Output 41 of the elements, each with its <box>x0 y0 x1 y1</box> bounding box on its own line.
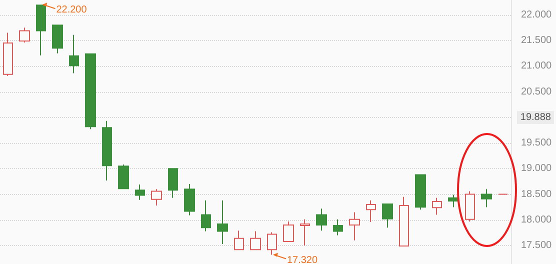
y-tick-label: 18.000 <box>521 214 552 226</box>
candlestick <box>234 230 244 250</box>
candlestick <box>465 190 475 222</box>
candlestick <box>69 34 79 74</box>
candlestick <box>283 220 294 242</box>
y-tick-label: 22.000 <box>521 9 552 20</box>
y-tick-label: 21.500 <box>521 34 552 46</box>
candlestick <box>201 200 211 232</box>
candlestick <box>366 200 376 222</box>
candlestick <box>316 208 327 232</box>
candlestick <box>52 24 63 54</box>
candlestick <box>250 230 261 250</box>
y-tick-label: 19.000 <box>521 163 552 174</box>
y-tick-label: 18.500 <box>521 188 552 200</box>
candlestick <box>135 184 145 200</box>
candlestick <box>118 164 129 190</box>
y-tick-label: 19.500 <box>521 138 552 149</box>
annotation: 22.200 <box>56 4 88 16</box>
candlestick <box>382 204 393 228</box>
candlestick <box>19 27 30 44</box>
y-tick-label: 20.500 <box>521 86 552 98</box>
candlestick <box>102 120 112 181</box>
candlestick <box>399 196 409 247</box>
candlestick <box>432 197 442 216</box>
candlestick <box>151 188 162 206</box>
text: 19.888 <box>517 111 554 124</box>
y-tick-label: 17.500 <box>521 240 552 252</box>
candlestick <box>333 218 343 236</box>
candlestick <box>3 32 13 76</box>
y-tick-label: 21.000 <box>521 60 552 72</box>
candlestick <box>349 212 360 241</box>
candlestick <box>85 53 96 130</box>
annotation: 17.320 <box>286 254 318 264</box>
candlestick <box>36 4 46 56</box>
candlestick <box>481 188 492 208</box>
candlestick <box>267 232 277 256</box>
candlestick <box>184 184 195 216</box>
candlestick <box>415 174 426 210</box>
candlestick <box>300 218 310 246</box>
candlestick <box>168 168 178 198</box>
candlestick <box>217 200 228 245</box>
